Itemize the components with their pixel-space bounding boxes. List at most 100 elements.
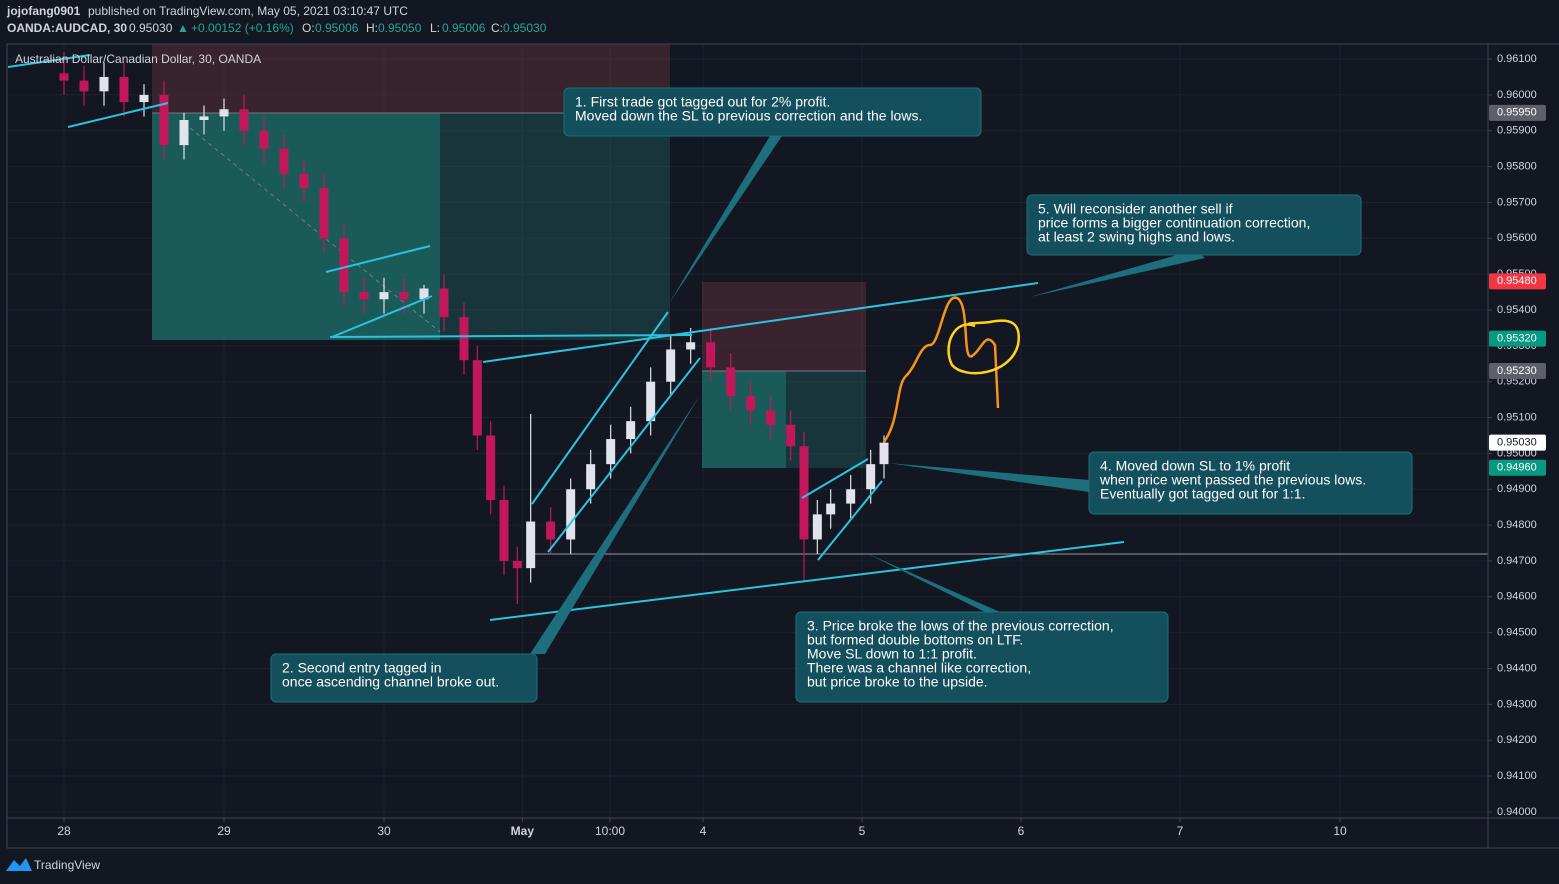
annotation-box [1026, 194, 1362, 256]
annotation-text: 5. Will reconsider another sell if [1038, 201, 1233, 217]
annotation-text: price forms a bigger continuation correc… [1038, 215, 1310, 231]
drawings [7, 54, 1205, 654]
symbol-item: L: [430, 21, 440, 35]
symbol-item: 0.95006 [442, 21, 486, 35]
candle-body [279, 148, 289, 174]
candle-body [259, 130, 269, 149]
candle-body [512, 560, 522, 569]
annotation-text: but price broke to the upside. [807, 674, 988, 690]
callout-pointer [866, 553, 1000, 612]
x-tick-label: 10:00 [595, 824, 625, 838]
annotation-text: Move SL down to 1:1 profit. [807, 646, 977, 662]
candle-body [766, 410, 776, 425]
annotation-text: once ascending channel broke out. [282, 674, 499, 690]
symbol-item: 0.95030 [503, 21, 547, 35]
price-badge-label: 0.94960 [1497, 462, 1537, 474]
trend-line [329, 334, 693, 338]
trend-line [331, 295, 433, 338]
symbol-item: 0.95006 [315, 21, 359, 35]
candle-body [626, 421, 636, 440]
projection-path [882, 296, 1000, 443]
y-tick-label: 0.94500 [1497, 627, 1537, 639]
annotation-text: 4. Moved down SL to 1% profit [1100, 458, 1290, 474]
trend-line [325, 245, 431, 273]
annotation-box [563, 87, 982, 137]
y-tick-label: 0.94900 [1497, 483, 1537, 495]
author: jojofang0901 [6, 4, 81, 18]
y-tick-label: 0.95400 [1497, 304, 1537, 316]
axes: 0.94000 0.94100 0.94200 0.94300 0.94400 0.945… [57, 53, 1546, 838]
y-tick-label: 0.94000 [1497, 806, 1537, 818]
symbol-item: +0.00152 (+0.16%) [191, 21, 294, 35]
candle-body [139, 94, 149, 103]
symbol-item: O: [302, 21, 315, 35]
candle-body [119, 76, 129, 103]
y-tick-label: 0.94400 [1497, 662, 1537, 674]
annotation-text: 2. Second entry tagged in [282, 660, 442, 676]
x-tick-label: May [511, 824, 535, 838]
candle-body [746, 396, 756, 411]
symbol-item: OANDA:AUDCAD, 30 [7, 21, 127, 35]
candle-body [866, 464, 876, 490]
candle-body [79, 80, 89, 92]
candles [59, 51, 889, 604]
price-badge-label: 0.95030 [1497, 437, 1537, 449]
candle-body [159, 94, 169, 146]
annotation-text: There was a channel like correction, [807, 660, 1031, 676]
candle-body [546, 521, 556, 540]
y-tick-label: 0.95900 [1497, 125, 1537, 137]
x-tick-label: 5 [859, 824, 866, 838]
x-tick-label: 10 [1333, 824, 1347, 838]
candle-body [239, 109, 249, 131]
candle-body [359, 292, 369, 300]
y-tick-label: 0.95100 [1497, 411, 1537, 423]
callout-pointer [888, 463, 1089, 492]
candle-body [666, 349, 676, 382]
brand-name: TradingView [34, 858, 100, 872]
candle-body [846, 489, 856, 504]
y-tick-label: 0.95700 [1497, 196, 1537, 208]
callout-pointer [530, 395, 700, 654]
symbol-item: H: [366, 21, 378, 35]
trend-line [817, 480, 883, 561]
y-tick-label: 0.96000 [1497, 89, 1537, 101]
symbol-item: ▲ [177, 21, 189, 35]
candle-body [606, 439, 616, 465]
annotation-text: when price went passed the previous lows… [1099, 472, 1366, 488]
y-tick-label: 0.94200 [1497, 734, 1537, 746]
candle-body [486, 435, 496, 501]
trend-line [67, 102, 169, 128]
y-tick-label: 0.95800 [1497, 161, 1537, 173]
annotation-box [795, 611, 1169, 703]
y-tick-label: 0.94600 [1497, 591, 1537, 603]
trend-line [531, 311, 669, 505]
annotation-text: Moved down the SL to previous correction… [575, 108, 922, 124]
candle-body [99, 76, 109, 92]
trend-line [7, 54, 91, 68]
callout-pointer [668, 136, 782, 305]
target-zone [152, 113, 440, 340]
price-badge [1489, 273, 1546, 290]
candle-body [339, 238, 349, 293]
candle-body [799, 446, 809, 540]
candle-body [219, 109, 229, 117]
candle-body [439, 288, 449, 318]
trend-line [547, 357, 701, 553]
candle-body [59, 73, 69, 81]
x-tick-label: 6 [1018, 824, 1025, 838]
annotation-text: but formed double bottoms on LTF. [807, 632, 1023, 648]
annotation-text: 3. Price broke the lows of the previous … [807, 618, 1114, 634]
candle-body [812, 514, 822, 540]
price-badge-label: 0.95950 [1497, 107, 1537, 119]
candle-body [786, 424, 796, 447]
y-tick-label: 0.94300 [1497, 698, 1537, 710]
candle-body [726, 367, 736, 397]
candle-body [319, 188, 329, 239]
callout-pointer [1030, 250, 1205, 297]
annotation-box [270, 653, 538, 703]
trend-line [489, 541, 1125, 621]
trend-line [801, 458, 869, 499]
candle-body [459, 317, 469, 361]
